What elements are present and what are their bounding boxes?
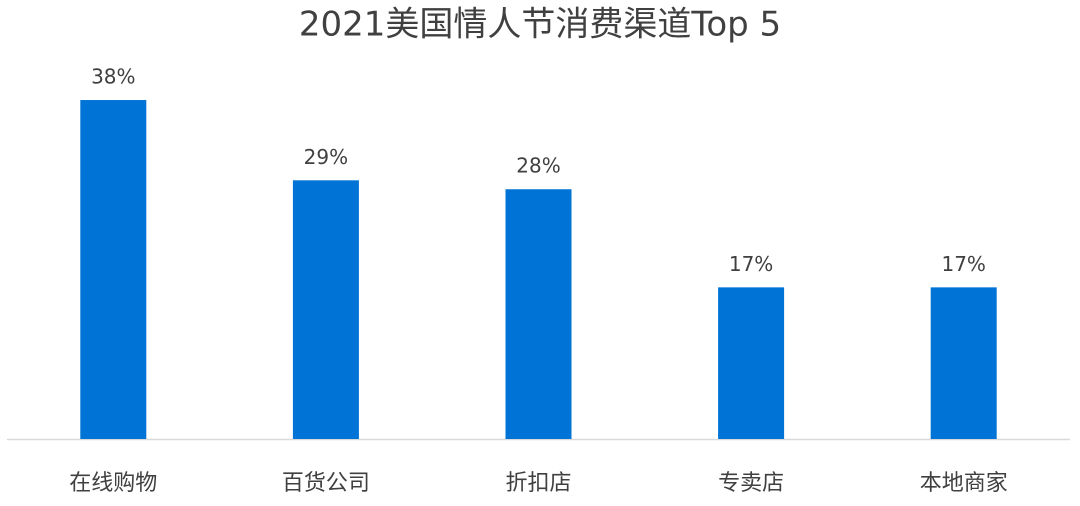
- x-tick-label: 专卖店: [718, 471, 784, 496]
- value-label: 17%: [941, 252, 985, 276]
- value-label: 17%: [729, 252, 773, 276]
- value-label: 28%: [516, 154, 560, 178]
- value-label: 38%: [91, 65, 135, 89]
- value-label: 29%: [304, 145, 348, 169]
- x-tick-label: 在线购物: [69, 471, 157, 496]
- x-tick-label: 百货公司: [282, 471, 370, 496]
- bar: [80, 100, 147, 439]
- x-tick-label: 本地商家: [920, 471, 1008, 496]
- bar: [930, 287, 997, 439]
- bar: [292, 180, 359, 439]
- bar: [718, 287, 785, 439]
- bar: [505, 189, 572, 439]
- chart-title: 2021美国情人节消费渠道Top 5: [299, 5, 781, 45]
- x-tick-label: 折扣店: [505, 471, 571, 496]
